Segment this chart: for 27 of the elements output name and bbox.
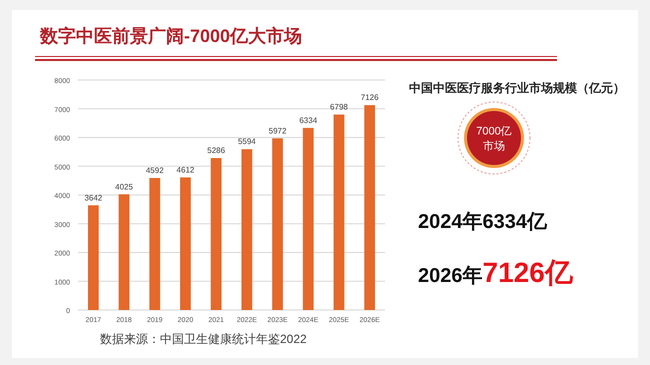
text: 中国中医医疗服务行业市场规模（亿元） bbox=[409, 81, 625, 95]
bar bbox=[88, 205, 99, 310]
data-label: 4025 bbox=[115, 182, 134, 192]
data-label: 5286 bbox=[207, 146, 226, 156]
bar bbox=[272, 138, 283, 310]
data-label: 6798 bbox=[330, 102, 348, 112]
data-label: 5972 bbox=[268, 126, 287, 136]
data-label: 7126 bbox=[360, 93, 380, 102]
data-label: 4612 bbox=[176, 165, 195, 174]
bar bbox=[364, 105, 376, 310]
bar bbox=[180, 177, 191, 310]
text: 7000亿 bbox=[476, 126, 512, 138]
chart-title: 数字中医前景广阔-7000亿大市场 bbox=[39, 26, 302, 46]
data-label: 4592 bbox=[146, 166, 164, 175]
text: 市场 bbox=[483, 140, 505, 152]
bar bbox=[302, 128, 314, 310]
text: 2024年6334亿 bbox=[418, 211, 548, 233]
data-label: 5594 bbox=[238, 137, 256, 146]
bar bbox=[149, 178, 160, 310]
data-label: 6334 bbox=[299, 116, 318, 125]
bar bbox=[210, 158, 222, 310]
source-note: 数据来源：中国卫生健康统计年鉴2022 bbox=[100, 332, 308, 346]
bar bbox=[334, 114, 344, 310]
data-label: 3642 bbox=[84, 193, 103, 202]
bar bbox=[241, 149, 252, 310]
text: 2026年7126亿 bbox=[418, 257, 574, 288]
bar bbox=[118, 194, 130, 310]
